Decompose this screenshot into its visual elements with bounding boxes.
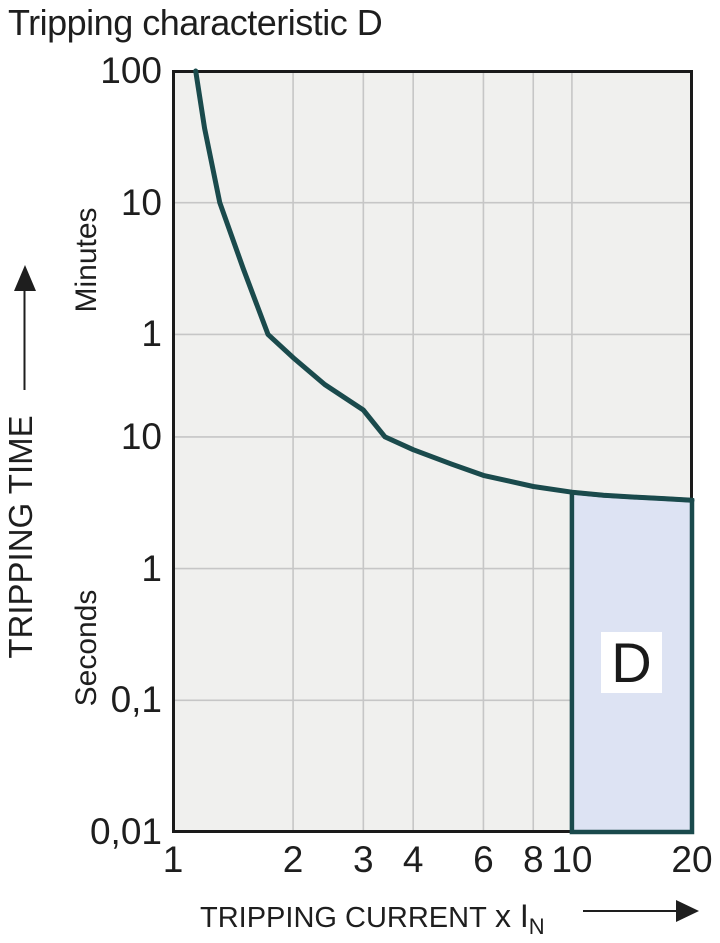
y-tick-label: 0,1 (110, 679, 162, 721)
y-tick-label: 1 (141, 313, 162, 355)
y-tick-label: 1 (141, 547, 162, 589)
region-label-box: D (601, 631, 662, 694)
x-axis-title: TRIPPING CURRENT (200, 902, 487, 934)
x-tick-label: 8 (522, 839, 544, 880)
x-tick-label: 20 (671, 839, 713, 880)
x-axis-unit-prefix: x (495, 898, 511, 934)
y-tick-label: 0,01 (89, 811, 162, 852)
tripping-curve (193, 68, 695, 503)
x-tick-label: 10 (551, 839, 593, 880)
x-tick-label: 3 (353, 839, 374, 880)
y-axis-arrow-icon (14, 265, 36, 390)
chart-layers (172, 68, 695, 835)
x-tick-label: 6 (473, 839, 494, 880)
x-axis-unit: x IN (495, 898, 545, 940)
y-tick-label: 10 (120, 415, 162, 457)
y-axis-unit-minutes: Minutes (70, 207, 103, 313)
region-label: D (611, 631, 652, 694)
page-title: Tripping characteristic D (8, 2, 383, 43)
x-axis-unit-base: I (519, 898, 529, 934)
x-axis-unit-subscript: N (528, 914, 545, 939)
y-tick-label: 100 (100, 50, 162, 91)
x-tick-label: 4 (402, 839, 424, 880)
y-axis-unit-seconds: Seconds (70, 589, 103, 707)
y-tick-label: 10 (120, 181, 162, 223)
plot-border (172, 70, 693, 833)
x-axis-arrow-icon (583, 900, 699, 922)
y-axis-title: TRIPPING TIME (2, 415, 39, 659)
x-tick-label: 2 (282, 839, 304, 880)
x-tick-label: 1 (162, 839, 184, 880)
